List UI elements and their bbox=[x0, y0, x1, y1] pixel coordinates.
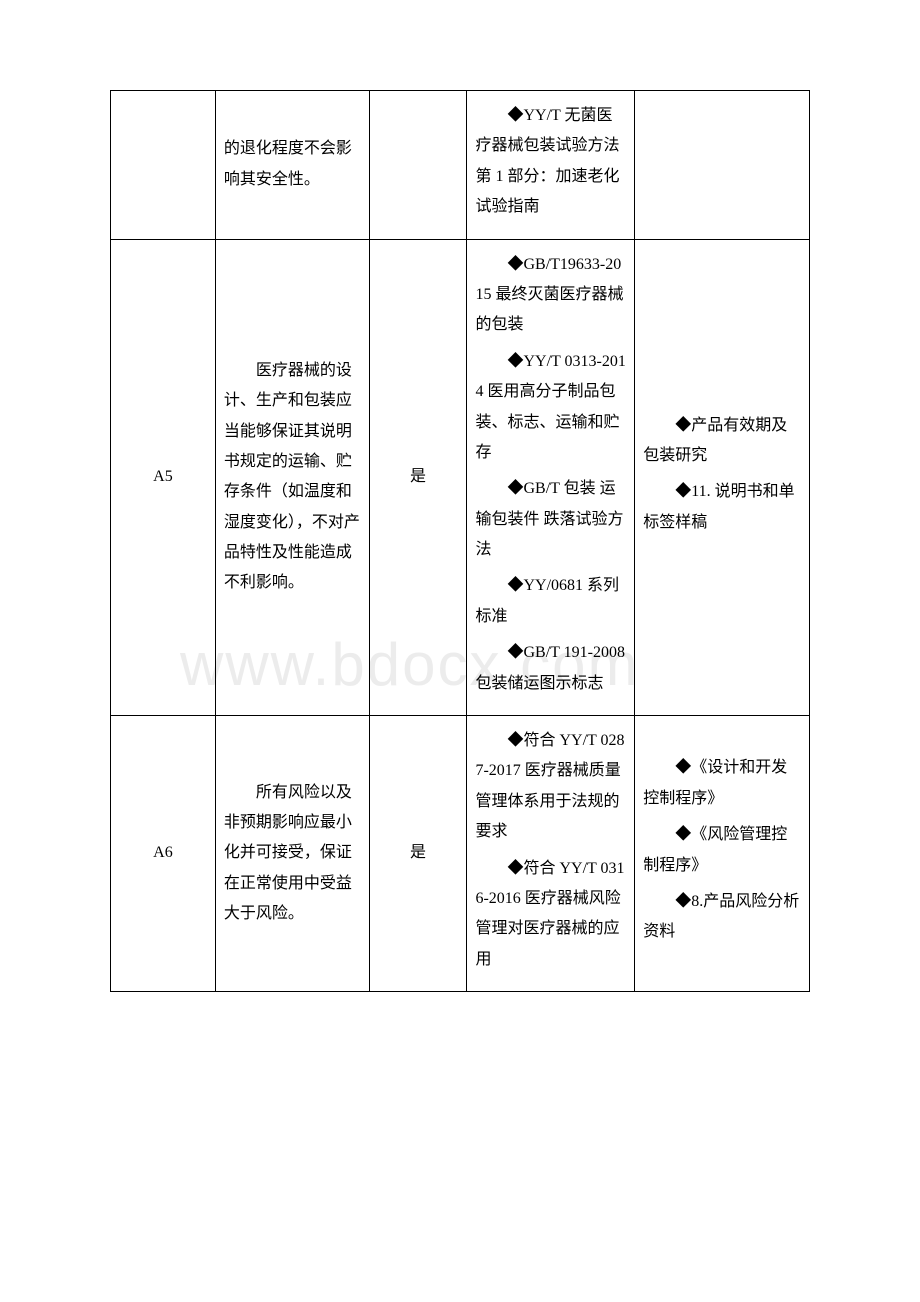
applicable-cell bbox=[369, 91, 467, 240]
standard-item: ◆GB/T 包装 运输包装件 跌落试验方法 bbox=[475, 474, 626, 565]
description-cell: 医疗器械的设计、生产和包装应当能够保证其说明书规定的运输、贮存条件（如温度和湿度… bbox=[215, 239, 369, 715]
evidence-item: ◆产品有效期及包装研究 bbox=[643, 411, 801, 472]
evidence-item: ◆《风险管理控制程序》 bbox=[643, 820, 801, 881]
table-row: 的退化程度不会影响其安全性。 ◆YY/T 无菌医疗器械包装试验方法 第 1 部分… bbox=[111, 91, 810, 240]
applicable-cell: 是 bbox=[369, 239, 467, 715]
evidence-cell: ◆《设计和开发控制程序》 ◆《风险管理控制程序》 ◆8.产品风险分析资料 bbox=[635, 716, 810, 992]
row-id-cell: A6 bbox=[111, 716, 216, 992]
evidence-item: ◆《设计和开发控制程序》 bbox=[643, 753, 801, 814]
evidence-item: ◆8.产品风险分析资料 bbox=[643, 887, 801, 948]
standard-item: ◆YY/T 无菌医疗器械包装试验方法 第 1 部分：加速老化试验指南 bbox=[475, 101, 626, 223]
standard-item: ◆符合 YY/T 0316-2016 医疗器械风险管理对医疗器械的应用 bbox=[475, 854, 626, 976]
row-id-cell bbox=[111, 91, 216, 240]
standard-item: ◆符合 YY/T 0287-2017 医疗器械质量管理体系用于法规的要求 bbox=[475, 726, 626, 848]
description-cell: 所有风险以及非预期影响应最小化并可接受，保证在正常使用中受益大于风险。 bbox=[215, 716, 369, 992]
standard-item: ◆YY/T 0313-2014 医用高分子制品包装、标志、运输和贮存 bbox=[475, 347, 626, 469]
requirements-table: 的退化程度不会影响其安全性。 ◆YY/T 无菌医疗器械包装试验方法 第 1 部分… bbox=[110, 90, 810, 992]
table-row: A5 医疗器械的设计、生产和包装应当能够保证其说明书规定的运输、贮存条件（如温度… bbox=[111, 239, 810, 715]
evidence-cell: ◆产品有效期及包装研究 ◆11. 说明书和单标签样稿 bbox=[635, 239, 810, 715]
standards-cell: ◆GB/T19633-2015 最终灭菌医疗器械的包装 ◆YY/T 0313-2… bbox=[467, 239, 635, 715]
standards-cell: ◆符合 YY/T 0287-2017 医疗器械质量管理体系用于法规的要求 ◆符合… bbox=[467, 716, 635, 992]
standard-item: ◆YY/0681 系列标准 bbox=[475, 571, 626, 632]
row-id-cell: A5 bbox=[111, 239, 216, 715]
table-container: 的退化程度不会影响其安全性。 ◆YY/T 无菌医疗器械包装试验方法 第 1 部分… bbox=[110, 90, 810, 992]
standard-item: ◆GB/T19633-2015 最终灭菌医疗器械的包装 bbox=[475, 250, 626, 341]
standards-cell: ◆YY/T 无菌医疗器械包装试验方法 第 1 部分：加速老化试验指南 bbox=[467, 91, 635, 240]
description-cell: 的退化程度不会影响其安全性。 bbox=[215, 91, 369, 240]
table-row: A6 所有风险以及非预期影响应最小化并可接受，保证在正常使用中受益大于风险。 是… bbox=[111, 716, 810, 992]
evidence-item: ◆11. 说明书和单标签样稿 bbox=[643, 477, 801, 538]
standard-item: ◆GB/T 191-2008 包装储运图示标志 bbox=[475, 638, 626, 699]
applicable-cell: 是 bbox=[369, 716, 467, 992]
evidence-cell bbox=[635, 91, 810, 240]
